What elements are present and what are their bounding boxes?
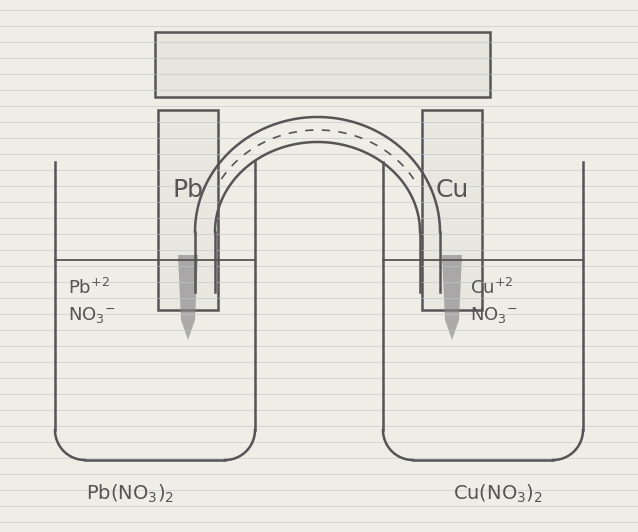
Text: NO$_3$$^{-}$: NO$_3$$^{-}$ <box>68 305 115 325</box>
Text: Cu: Cu <box>435 178 469 202</box>
Text: Pb(NO$_3$)$_2$: Pb(NO$_3$)$_2$ <box>86 483 174 505</box>
Polygon shape <box>442 255 462 340</box>
Text: Cu(NO$_3$)$_2$: Cu(NO$_3$)$_2$ <box>453 483 543 505</box>
Text: Pb$^{+2}$: Pb$^{+2}$ <box>68 278 110 298</box>
Bar <box>158 110 218 310</box>
Bar <box>155 32 490 97</box>
Text: Pb: Pb <box>172 178 204 202</box>
Polygon shape <box>178 255 198 340</box>
Bar <box>422 110 482 310</box>
Text: NO$_3$$^{-}$: NO$_3$$^{-}$ <box>470 305 518 325</box>
Text: Cu$^{+2}$: Cu$^{+2}$ <box>470 278 514 298</box>
